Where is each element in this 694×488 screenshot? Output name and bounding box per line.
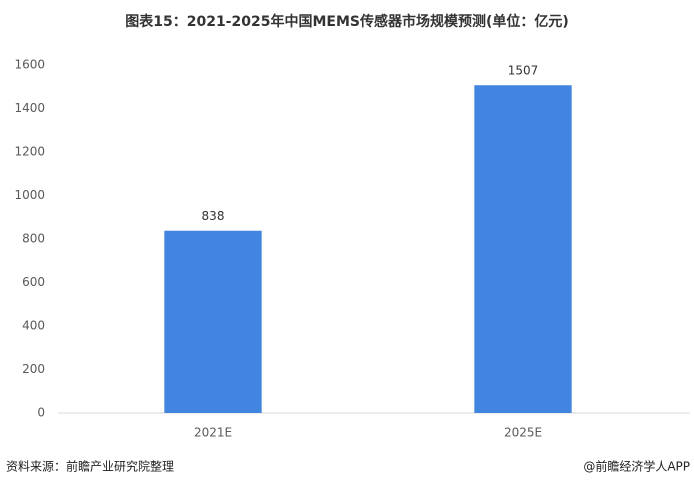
y-tick-label: 400 <box>22 319 45 333</box>
y-tick-label: 1400 <box>14 101 45 115</box>
y-tick-label: 0 <box>37 406 45 420</box>
x-tick-label: 2021E <box>194 426 232 440</box>
y-tick-label: 1000 <box>14 188 45 202</box>
y-tick-label: 600 <box>22 275 45 289</box>
bar <box>474 85 572 413</box>
value-label: 838 <box>202 209 225 223</box>
y-tick-label: 1200 <box>14 145 45 159</box>
value-label: 1507 <box>508 64 539 78</box>
bar <box>164 230 262 413</box>
x-tick-label: 2025E <box>504 426 542 440</box>
source-note: 资料来源：前瞻产业研究院整理 <box>6 459 174 474</box>
y-tick-label: 200 <box>22 362 45 376</box>
y-tick-label: 800 <box>22 232 45 246</box>
credit: @前瞻经济学人APP <box>583 459 690 474</box>
chart-title: 图表15：2021-2025年中国MEMS传感器市场规模预测(单位：亿元) <box>125 13 569 30</box>
y-tick-label: 1600 <box>14 58 45 72</box>
